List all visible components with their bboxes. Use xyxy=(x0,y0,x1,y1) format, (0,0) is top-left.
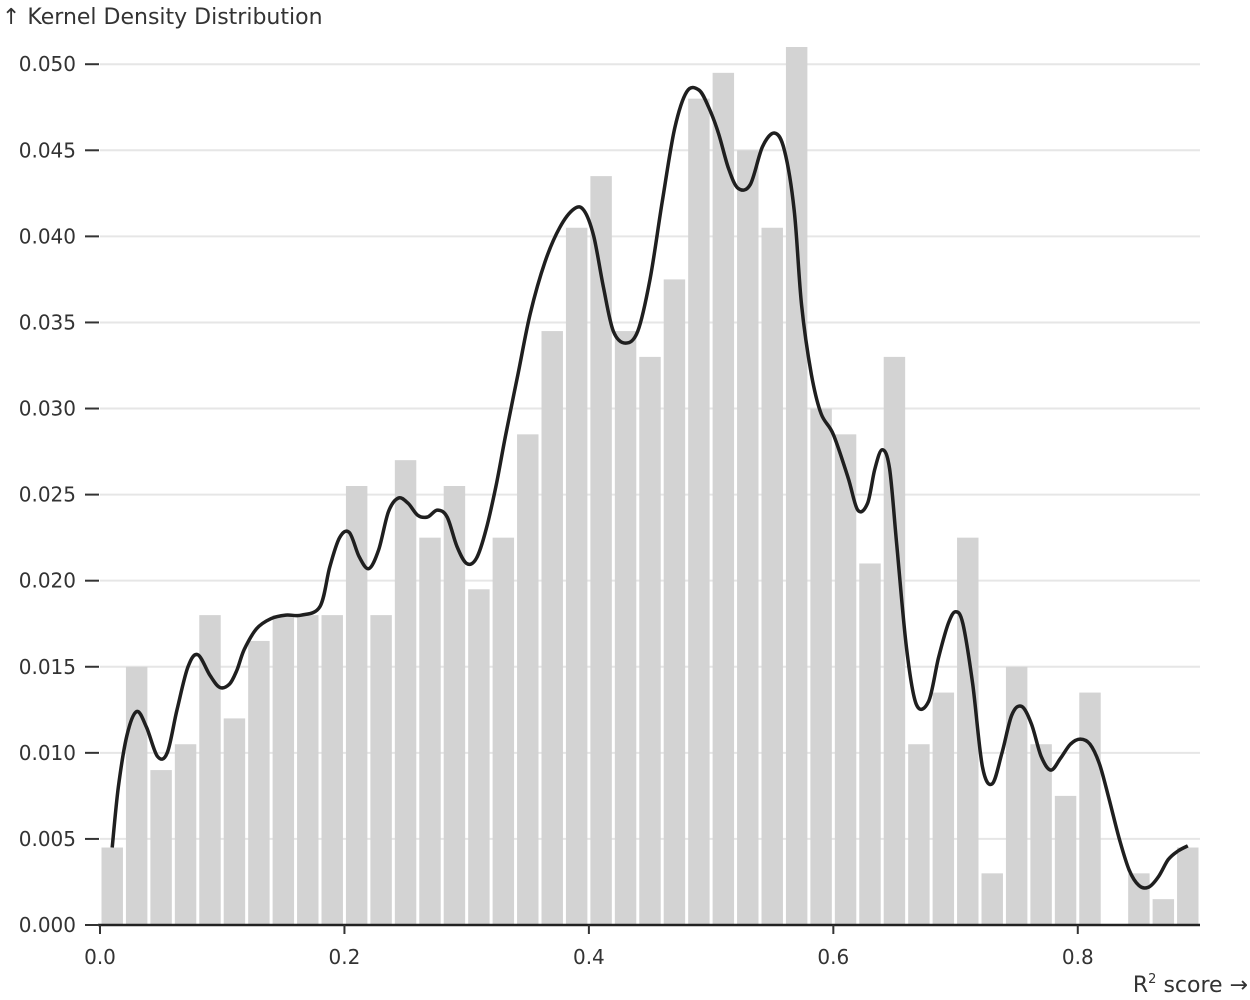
histogram-bar xyxy=(737,150,759,925)
histogram-bar xyxy=(492,537,515,925)
y-tick-label: 0.020 xyxy=(19,569,76,593)
histogram-bar xyxy=(468,589,490,925)
histogram-bar xyxy=(174,744,197,925)
histogram-bar xyxy=(272,615,295,925)
histogram-bar xyxy=(565,227,588,925)
y-tick-label: 0.035 xyxy=(19,310,76,334)
y-tick-label: 0.005 xyxy=(19,827,76,851)
histogram-bar xyxy=(223,718,246,925)
x-tick-label: 0.2 xyxy=(329,945,361,969)
histogram-bar xyxy=(663,279,686,926)
histogram-bar xyxy=(981,873,1003,925)
kde-curve xyxy=(110,85,1189,890)
x-tick-label: 0.8 xyxy=(1062,945,1094,969)
x-tick-label: 0.4 xyxy=(573,945,605,969)
y-tick-label: 0.040 xyxy=(19,224,76,248)
x-axis-label-rest: score → xyxy=(1156,973,1248,998)
x-axis-label-main: R xyxy=(1133,973,1148,998)
histogram-bar xyxy=(443,486,466,925)
histogram-bar xyxy=(590,176,612,925)
histogram-bar xyxy=(957,537,979,925)
histogram-bar xyxy=(1005,666,1028,925)
histogram-bar xyxy=(639,356,661,926)
axes: 0.000 0.005 0.010 0.015 0.020 0.025 0.030 0.035… xyxy=(19,52,1200,969)
histogram-bar xyxy=(908,744,930,925)
kde-curve-layer xyxy=(110,85,1189,890)
x-axis-label: R2 score → xyxy=(1133,972,1248,998)
histogram-bar xyxy=(761,227,783,925)
histogram-bar xyxy=(1152,899,1175,925)
histogram-bar xyxy=(688,98,710,926)
x-tick-label: 0.0 xyxy=(84,945,116,969)
y-axis-label: ↑ Kernel Density Distribution xyxy=(2,5,323,30)
histogram-bar xyxy=(297,615,319,925)
histogram-bar xyxy=(419,537,441,925)
y-tick-label: 0.045 xyxy=(19,138,76,162)
histogram-bar xyxy=(150,770,172,925)
histogram-bar xyxy=(101,847,123,925)
histogram-bar xyxy=(248,640,270,925)
histogram-bars xyxy=(101,47,1199,926)
histogram-bar xyxy=(199,615,221,925)
histogram-bar xyxy=(1177,847,1199,925)
y-tick-label: 0.025 xyxy=(19,483,76,507)
histogram-bar xyxy=(834,434,857,925)
histogram-bar xyxy=(1079,692,1101,925)
histogram-bar xyxy=(932,692,955,925)
histogram-bar xyxy=(810,408,832,925)
histogram-bar xyxy=(859,563,881,925)
histogram-bar xyxy=(345,486,368,925)
histogram-bar xyxy=(394,460,417,925)
x-tick-label: 0.6 xyxy=(817,945,849,969)
histogram-bar xyxy=(125,666,148,925)
histogram-bar xyxy=(541,331,563,925)
histogram-bar xyxy=(1054,795,1077,925)
histogram-bar xyxy=(1128,873,1150,925)
histogram-bar xyxy=(517,434,539,925)
histogram-bar xyxy=(321,615,343,925)
y-tick-label: 0.030 xyxy=(19,397,76,421)
histogram-bar xyxy=(712,72,735,925)
histogram-bar xyxy=(614,331,637,925)
y-tick-label: 0.000 xyxy=(19,913,76,937)
y-tick-label: 0.010 xyxy=(19,741,76,765)
x-axis-label-superscript: 2 xyxy=(1148,972,1156,987)
y-tick-label: 0.015 xyxy=(19,655,76,679)
histogram-bar xyxy=(1030,744,1052,925)
histogram-bar xyxy=(785,47,808,925)
histogram-bar xyxy=(370,615,392,925)
histogram-bar xyxy=(883,356,906,926)
y-tick-label: 0.050 xyxy=(19,52,76,76)
